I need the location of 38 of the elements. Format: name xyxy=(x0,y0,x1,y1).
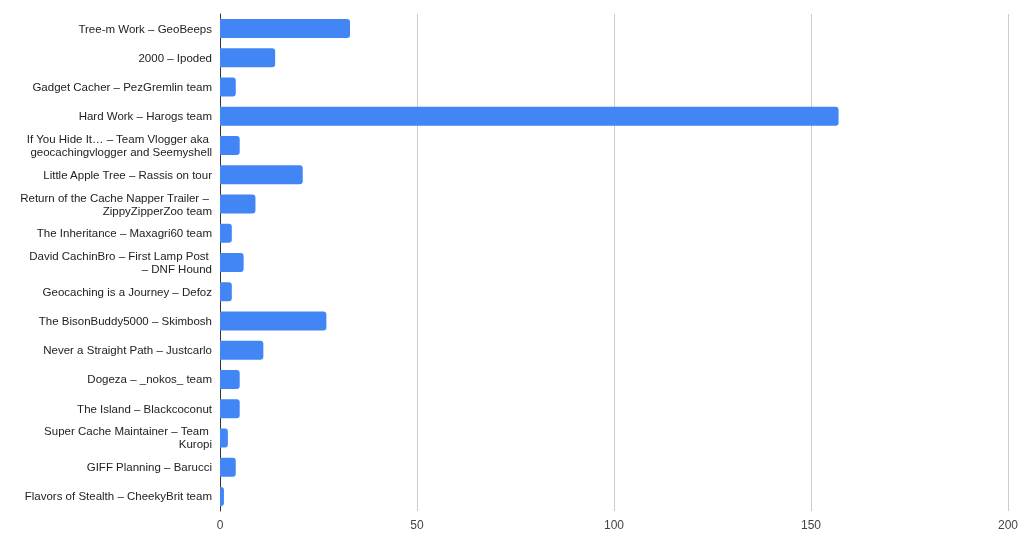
bar xyxy=(220,136,240,156)
y-tick-label: The BisonBuddy5000 – Skimbosh xyxy=(38,314,212,327)
y-tick-label: Flavors of Stealth – CheekyBrit team xyxy=(24,490,212,503)
x-tick-label: 50 xyxy=(410,518,424,532)
y-tick-label: GIFF Planning – Barucci xyxy=(86,461,212,474)
bar xyxy=(220,311,327,331)
bar xyxy=(220,282,232,302)
y-tick-label: Gadget Cacher – PezGremlin team xyxy=(32,81,212,94)
bar xyxy=(220,77,236,97)
y-tick-label: Never a Straight Path – Justcarlo xyxy=(43,344,212,357)
bar xyxy=(220,340,264,360)
y-tick-label: Return of the Cache Napper Trailer – ZippyZipperZoo team xyxy=(20,191,212,217)
bar xyxy=(220,428,228,448)
bar xyxy=(220,399,240,419)
y-tick-label: Tree-m Work – GeoBeeps xyxy=(78,22,213,35)
y-tick-label: If You Hide It… – Team Vlogger aka geocachingvlogger and Seemyshell xyxy=(26,133,212,159)
y-tick-label: David CachinBro – First Lamp Post – DNF Hound xyxy=(29,250,212,275)
y-tick-label: Hard Work – Harogs team xyxy=(78,110,212,123)
y-tick-label: Super Cache Maintainer – Team Kuropi xyxy=(44,425,212,451)
bar xyxy=(220,457,236,477)
y-tick-label: 2000 – Ipoded xyxy=(138,51,212,64)
bar xyxy=(220,165,303,185)
bar xyxy=(220,106,839,126)
y-tick-label: Geocaching is a Journey – Defoz xyxy=(42,285,213,298)
y-tick-label: The Island – Blackcoconut xyxy=(77,402,213,415)
bar xyxy=(220,19,351,39)
bar xyxy=(220,369,240,389)
y-tick-label: The Inheritance – Maxagri60 team xyxy=(36,227,212,240)
bar xyxy=(220,194,256,214)
y-tick-label: Little Apple Tree – Rassis on tour xyxy=(43,168,213,181)
y-tick-label: Dogeza – _nokos_ team xyxy=(87,373,212,386)
x-tick-label: 200 xyxy=(997,518,1019,532)
bar xyxy=(220,223,232,243)
bar xyxy=(220,48,276,68)
x-tick-label: 0 xyxy=(216,518,224,532)
x-tick-label: 150 xyxy=(800,518,822,532)
x-tick-label: 100 xyxy=(603,518,625,532)
bar xyxy=(220,253,244,272)
